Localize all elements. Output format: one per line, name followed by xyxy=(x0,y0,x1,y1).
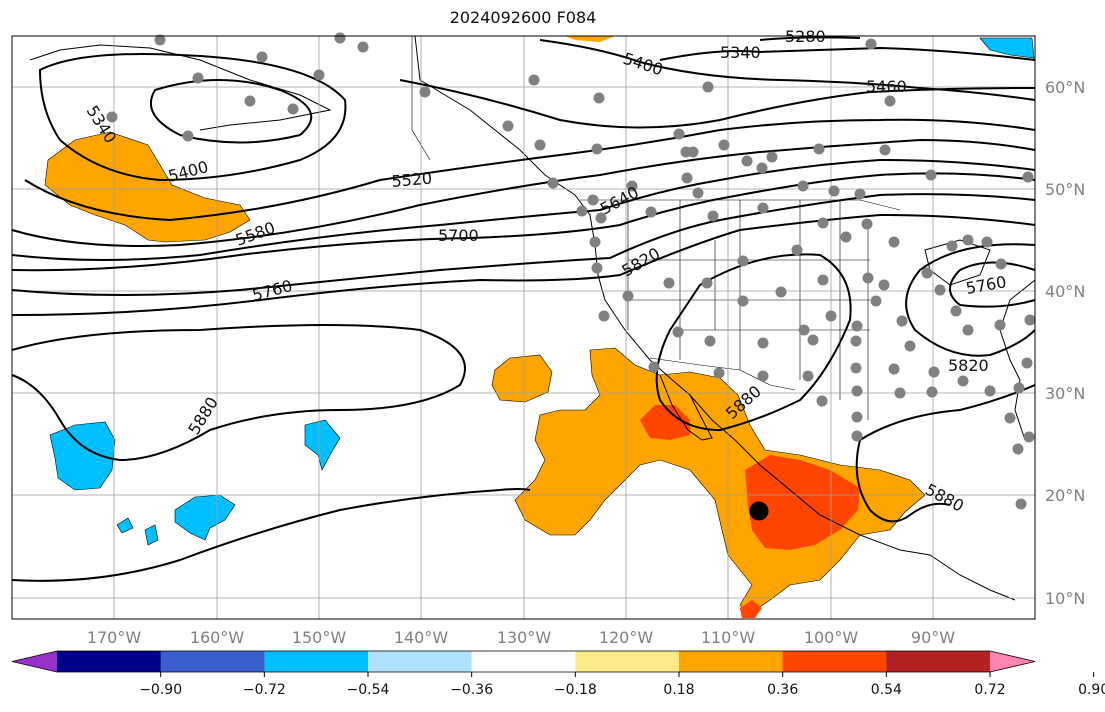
lat-label: 60°N xyxy=(1045,78,1085,97)
contour-label: 5340 xyxy=(720,43,761,62)
positive-anomaly-top xyxy=(565,36,615,42)
north-american-coastline xyxy=(414,35,1016,601)
contour-5880-ridge xyxy=(655,253,852,432)
positive-anomaly-offshore xyxy=(491,354,553,403)
contour-5460 xyxy=(399,79,1036,129)
contour-5820 xyxy=(11,213,1036,316)
east-coast xyxy=(999,279,1036,441)
lon-label: 110°W xyxy=(701,628,756,647)
contour-5340-north xyxy=(659,46,1036,61)
contour-5400-low xyxy=(38,53,347,182)
colorbar-outline xyxy=(11,650,1036,673)
alaska-border xyxy=(411,36,431,161)
lon-label: 160°W xyxy=(190,628,245,647)
contour-5520 xyxy=(24,118,1036,222)
alaska-coast xyxy=(29,44,332,131)
negative-anomaly-1 xyxy=(49,421,116,491)
lon-label: 150°W xyxy=(292,628,347,647)
contour-5400-north xyxy=(539,39,1036,101)
lat-label: 40°N xyxy=(1045,282,1085,301)
contour-5880-south xyxy=(11,488,531,582)
contour-label: 5700 xyxy=(438,226,479,245)
lat-label: 20°N xyxy=(1045,486,1085,505)
strong-anomaly-south xyxy=(740,600,762,618)
colorbar-tick-label: −0.90 xyxy=(139,682,182,698)
colorbar-tick-label: 0.72 xyxy=(974,682,1005,698)
contour-5760 xyxy=(11,193,1036,296)
colorbar-tick-label: 0.18 xyxy=(663,682,694,698)
colorbar-bin xyxy=(575,651,680,672)
negative-anomaly-3 xyxy=(174,494,236,541)
lat-label: 50°N xyxy=(1045,180,1085,199)
contour-5700 xyxy=(11,172,1036,272)
longitude-labels: 170°W 160°W 150°W 140°W 130°W 120°W 110°… xyxy=(87,628,955,647)
colorbar-tick-label: −0.54 xyxy=(347,682,390,698)
negative-anomaly-2 xyxy=(304,419,341,471)
colorbar-tick-label: −0.72 xyxy=(243,682,286,698)
contour-5760-east xyxy=(949,261,1036,308)
colorbar-bin xyxy=(160,651,265,672)
colorbar-bin xyxy=(368,651,473,672)
lon-label: 120°W xyxy=(599,628,654,647)
colorbar-bin xyxy=(471,651,576,672)
latitude-labels: 60°N 50°N 40°N 30°N 20°N 10°N xyxy=(1045,78,1085,608)
positive-anomaly-gulf-of-alaska xyxy=(44,131,251,243)
map-title: 2024092600 F084 xyxy=(449,8,597,27)
colorbar-tick-label: 0.90 xyxy=(1078,682,1105,698)
lat-label: 30°N xyxy=(1045,384,1085,403)
colorbar-bin xyxy=(57,651,162,672)
colorbar-extend-low xyxy=(12,651,57,672)
positive-anomaly-mexico xyxy=(514,347,926,616)
colorbar-bin xyxy=(264,651,369,672)
lon-label: 130°W xyxy=(497,628,552,647)
contour-label: 5820 xyxy=(948,356,989,375)
lon-label: 100°W xyxy=(804,628,859,647)
lon-label: 90°W xyxy=(911,628,955,647)
contour-label: 5520 xyxy=(391,169,433,191)
state-lines xyxy=(627,200,870,420)
stations xyxy=(106,32,1036,510)
colorbar-tick-label: −0.36 xyxy=(450,682,493,698)
map-frame xyxy=(11,35,1036,620)
contour-5880-gulf xyxy=(855,384,1036,523)
contour-5340-low xyxy=(150,79,313,144)
contour-5580 xyxy=(11,138,1036,247)
colorbar-bin xyxy=(679,651,784,672)
height-contours xyxy=(11,36,1036,582)
colorbar-bin xyxy=(886,651,991,672)
lat-label: 10°N xyxy=(1045,589,1085,608)
negative-anomaly-5 xyxy=(144,524,159,546)
contour-5880-pacific xyxy=(11,324,466,462)
colorbar-extend-high xyxy=(990,651,1035,672)
negative-anomaly-6 xyxy=(979,37,1035,59)
colorbar: −0.90 −0.72 −0.54 −0.36 −0.18 0.18 0.36 0.54 0.7… xyxy=(11,650,1105,698)
lon-label: 170°W xyxy=(87,628,142,647)
contour-5280 xyxy=(759,36,861,41)
contour-label: 5460 xyxy=(866,77,907,96)
colorbar-tick-label: −0.18 xyxy=(554,682,597,698)
lon-label: 140°W xyxy=(394,628,449,647)
colorbar-tick-label: 0.36 xyxy=(767,682,798,698)
gridlines xyxy=(12,36,1035,619)
baja-peninsula xyxy=(659,374,713,441)
contour-5820-east xyxy=(905,243,1036,357)
colorbar-bin xyxy=(782,651,887,672)
negative-anomaly-4 xyxy=(116,517,134,534)
target-location-marker xyxy=(749,501,769,521)
colorbar-tick-label: 0.54 xyxy=(871,682,902,698)
